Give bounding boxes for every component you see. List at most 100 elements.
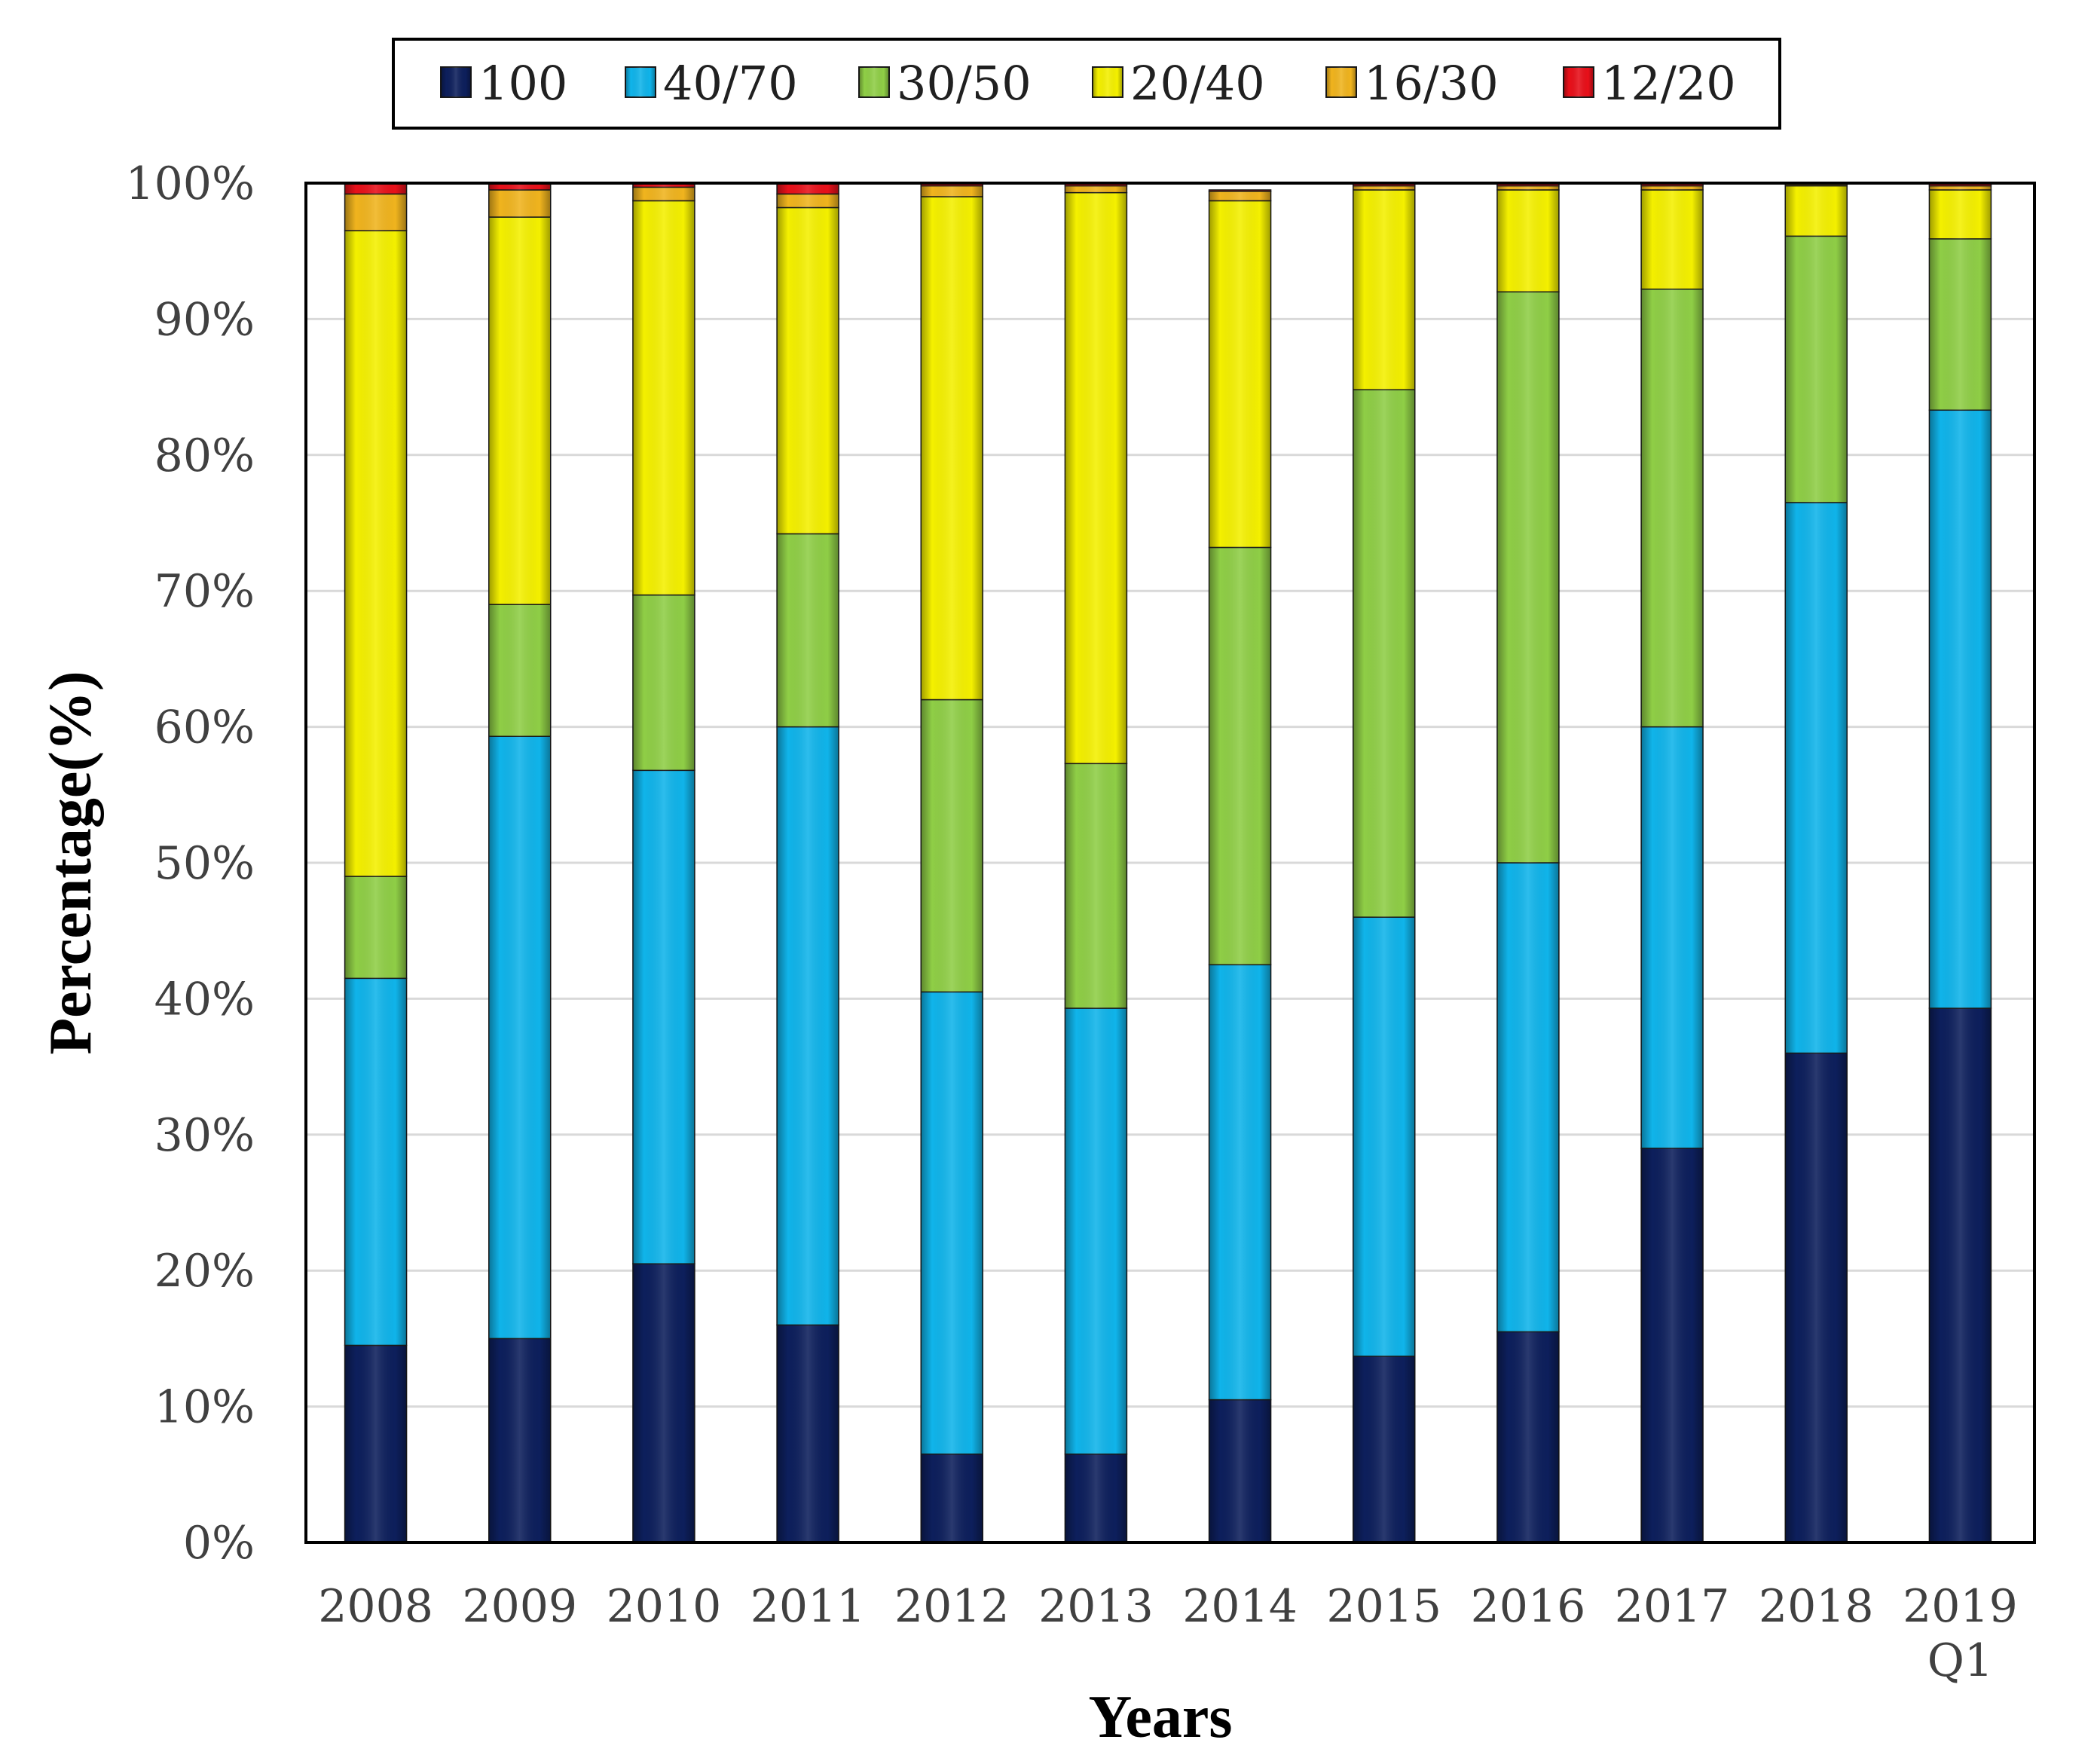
bar-stack [1353,182,1416,1543]
bar-segment-shading [777,183,839,194]
bar-segment-shading [1641,185,1704,191]
bar-segment-shading [777,726,839,1325]
bar-stack [632,182,695,1543]
bar-segment-shading [1641,726,1704,1148]
bar-segment-shading [632,183,695,188]
bar-segment-12-20 [1208,189,1272,192]
bar-segment-shading [1929,185,1992,191]
x-tick-label: 2008 [318,1580,433,1633]
y-tick-label: 50% [154,837,255,890]
bar-segment-shading [632,200,695,595]
bar-segment-shading [1065,1454,1127,1542]
bar-segment-shading [632,1264,695,1542]
bar-stack [1064,182,1128,1543]
bar-segment-shading [1496,185,1559,191]
legend-item: 100 [440,56,567,111]
bar-segment-shading [1065,1008,1127,1454]
bar-segment-shading [1929,238,1992,411]
y-axis-title: Percentage(%) [38,671,104,1054]
bar-segment-shading [488,1338,551,1542]
y-tick-label: 70% [154,565,255,618]
bar-stack [488,182,552,1543]
bar-segment-shading [344,876,407,979]
x-axis-ticks: 2008 2009 2010 2011 2012 2013 2014 2015 2016 2017… [318,1580,2018,1687]
legend-swatch-shading [859,67,889,97]
gridlines [306,317,2034,1408]
legend: 100 40/70 30/50 20/40 16/30 12/20 [392,38,1781,130]
bar-segment-shading [1641,190,1704,289]
bar-stack [776,182,839,1543]
legend-label: 100 [478,56,567,111]
bar-segment-shading [488,190,551,218]
bar-segment-shading [1785,236,1848,503]
bar-segment-shading [1785,185,1848,237]
bar-segment-shading [921,197,983,700]
bar-segment-shading [344,194,407,231]
bar-stack [1640,182,1704,1543]
x-tick-label: 2013 [1038,1580,1154,1633]
x-tick-label: 2011 [750,1580,866,1633]
bar-segment-shading [777,1325,839,1542]
bar-segment-shading [1929,190,1992,239]
bar-segment-shading [1929,410,1992,1009]
bar-segment-shading [344,183,407,194]
bar-segment-shading [488,736,551,1339]
bar-segment-shading [1065,192,1127,764]
legend-box [392,38,1781,130]
y-tick-label: 100% [125,157,255,210]
bar-segment-shading [1353,917,1415,1356]
legend-label: 20/40 [1130,56,1265,111]
bar-stack [1784,182,1848,1543]
bar-segment-shading [1353,190,1415,390]
x-tick-label: 2017 [1615,1580,1730,1633]
x-tick-label: 2015 [1326,1580,1441,1633]
x-tick-label: Q1 [1927,1634,1993,1687]
bar-segment-shading [1496,1331,1559,1542]
y-tick-label: 40% [154,973,255,1026]
bar-segment-shading [777,194,839,208]
legend-item: 12/20 [1563,56,1736,111]
x-tick-label: 2014 [1182,1580,1298,1633]
legend-swatch-shading [625,67,656,97]
legend-item: 20/40 [1092,56,1265,111]
bar-segment-shading [1496,190,1559,292]
legend-swatch-shading [1564,67,1594,97]
bar-segment-shading [344,231,407,877]
x-tick-label: 2010 [607,1580,722,1633]
y-tick-label: 10% [154,1381,255,1434]
bar-segment-shading [1065,763,1127,1009]
bar-segment-shading [1353,390,1415,918]
bar-segment-shading [488,183,551,191]
legend-items: 100 40/70 30/50 20/40 16/30 12/20 [440,56,1736,111]
legend-item: 30/50 [858,56,1032,111]
bar-segment-shading [1209,200,1271,548]
bar-segment-shading [344,1345,407,1542]
bar-segment-shading [1065,185,1127,193]
bar-stack [1496,182,1560,1543]
y-tick-label: 80% [154,430,255,482]
bar-segment-shading [1641,1148,1704,1542]
legend-label: 16/30 [1364,56,1499,111]
bar-segment-shading [1641,289,1704,727]
bar-segment-shading [921,992,983,1454]
bar-segment-shading [632,770,695,1264]
bar-segment-shading [777,533,839,727]
bar-segment-shading [632,187,695,201]
bar-stack [1928,182,1992,1543]
y-tick-label: 60% [154,702,255,754]
y-tick-label: 30% [154,1109,255,1162]
bar-segment-shading [1353,185,1415,191]
bar-stack [1208,189,1272,1543]
legend-item: 16/30 [1325,56,1499,111]
bar-segment-shading [1929,1008,1992,1542]
bar-segment-shading [488,217,551,605]
bar-segment-shading [921,1454,983,1542]
bars [344,182,1992,1543]
plot-area [304,182,2036,1544]
x-axis-title: Years [1088,1684,1232,1750]
bar-segment-shading [1209,191,1271,201]
legend-swatch-shading [1326,67,1356,97]
bar-segment-shading [1209,1399,1271,1542]
bar-segment-shading [1785,1053,1848,1542]
x-tick-label: 2019 [1903,1580,2018,1633]
